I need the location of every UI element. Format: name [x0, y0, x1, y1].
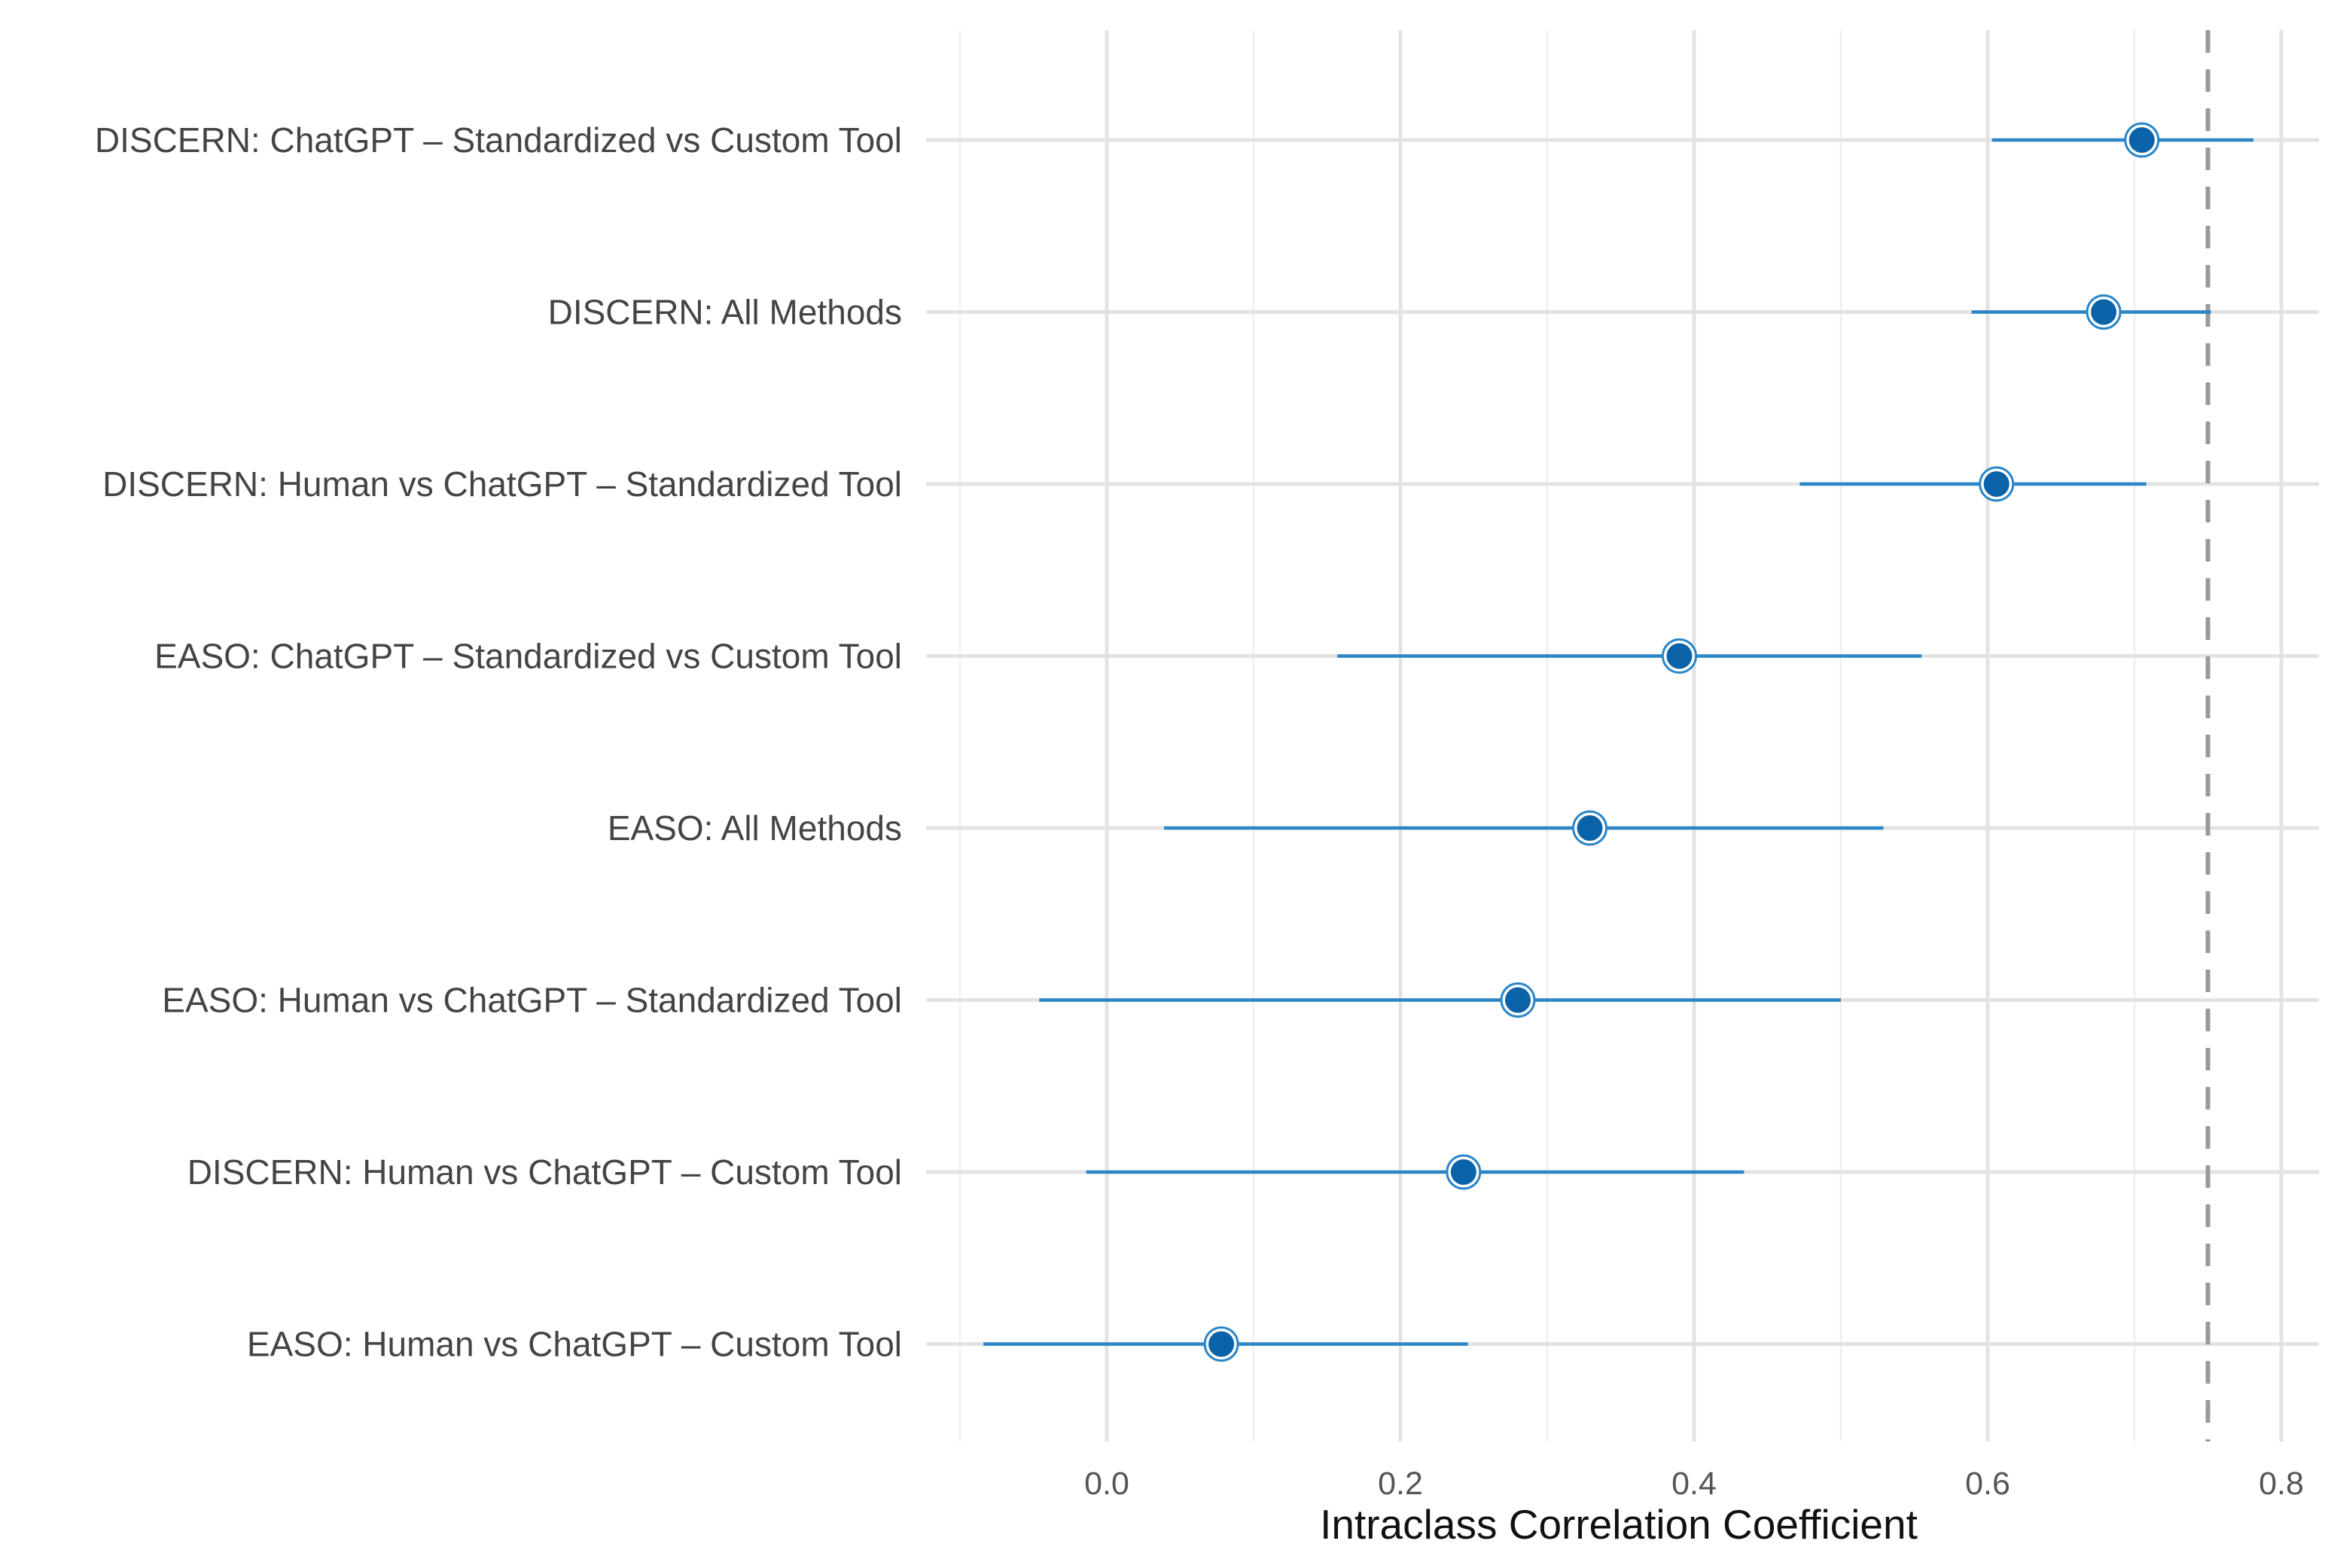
icc-point [1577, 815, 1603, 841]
icc-point [1666, 643, 1693, 669]
category-label: EASO: ChatGPT – Standardized vs Custom T… [154, 637, 902, 676]
x-tick-label: 0.0 [1084, 1466, 1129, 1502]
icc-point [2091, 299, 2117, 325]
x-axis-title: Intraclass Correlation Coefficient [1320, 1501, 1918, 1548]
icc-point [1208, 1331, 1235, 1357]
category-label: EASO: Human vs ChatGPT – Custom Tool [247, 1325, 902, 1364]
x-tick-label: 0.2 [1378, 1466, 1423, 1502]
icc-point [1450, 1159, 1476, 1185]
category-label: DISCERN: ChatGPT – Standardized vs Custo… [95, 120, 902, 160]
grid-layer [926, 30, 2319, 1442]
x-tick-label: 0.4 [1671, 1466, 1717, 1502]
icc-point [2128, 127, 2155, 153]
interval-layer [983, 138, 2253, 1346]
point-layer [1203, 122, 2160, 1362]
icc-point [1505, 987, 1531, 1013]
category-label: DISCERN: All Methods [548, 293, 902, 332]
x-tick-label: 0.8 [2259, 1466, 2304, 1502]
category-label: EASO: Human vs ChatGPT – Standardized To… [162, 981, 902, 1020]
x-tick-label-layer: 0.0 0.2 0.4 0.6 0.8 [1084, 1466, 2304, 1502]
icc-point [1983, 471, 2010, 497]
category-label-layer: DISCERN: ChatGPT – Standardized vs Custo… [95, 120, 902, 1364]
category-label: DISCERN: Human vs ChatGPT – Custom Tool [187, 1152, 902, 1192]
category-label: EASO: All Methods [608, 808, 902, 848]
x-tick-label: 0.6 [1965, 1466, 2010, 1502]
category-label: DISCERN: Human vs ChatGPT – Standardized… [102, 464, 902, 504]
